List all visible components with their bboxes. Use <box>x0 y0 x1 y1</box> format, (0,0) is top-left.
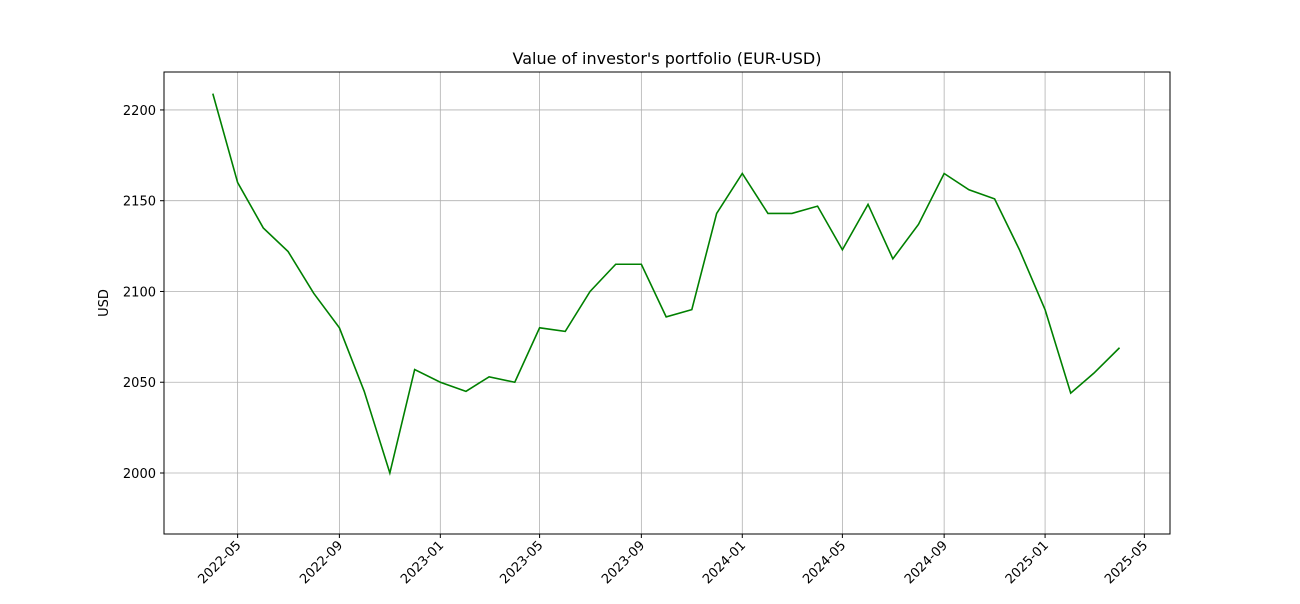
x-tick-label: 2022-09 <box>297 538 346 587</box>
x-tick-label: 2025-01 <box>1003 538 1052 587</box>
y-tick-label: 2000 <box>123 467 156 482</box>
data-line <box>212 93 1121 477</box>
chart-title: Value of investor's portfolio (EUR-USD) <box>513 49 822 68</box>
x-tick-label: 2024-09 <box>902 538 951 587</box>
y-tick-label: 2200 <box>123 104 156 119</box>
x-tick-label: 2024-05 <box>800 538 849 587</box>
x-tick-label: 2023-01 <box>398 538 447 587</box>
x-tick-label: 2023-09 <box>599 538 648 587</box>
plot-frame <box>163 71 1171 535</box>
y-tick-label: 2050 <box>123 376 156 391</box>
y-tick-label: 2100 <box>123 285 156 300</box>
x-tick-label: 2025-05 <box>1102 538 1151 587</box>
x-tick-label: 2024-01 <box>700 538 749 587</box>
x-tick-label: 2022-05 <box>195 538 244 587</box>
y-axis-label: USD <box>97 289 112 317</box>
y-tick-label: 2150 <box>123 195 156 210</box>
x-tick-label: 2023-05 <box>497 538 546 587</box>
